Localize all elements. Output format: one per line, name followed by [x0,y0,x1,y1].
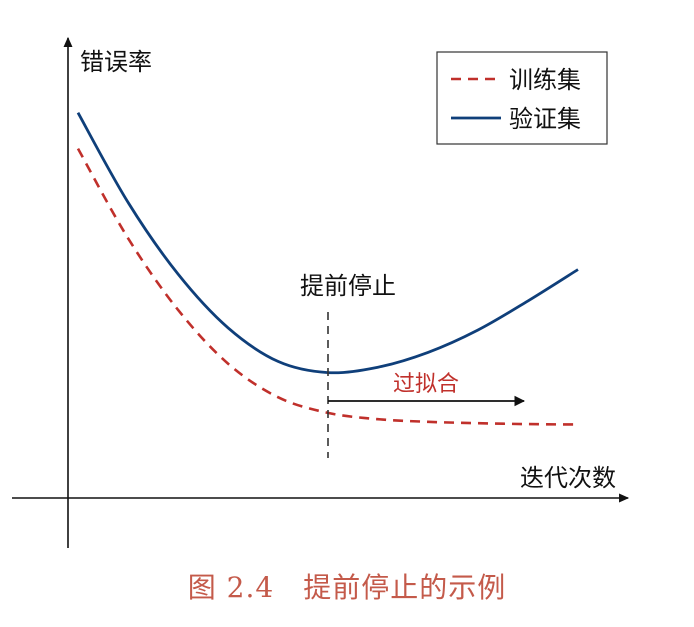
early-stop-label: 提前停止 [300,272,396,300]
series-line-train [76,147,579,426]
legend-box [436,51,608,145]
legend-label-validation: 验证集 [509,105,581,133]
legend-label-train: 训练集 [509,66,581,94]
figure-caption: 图 2.4 提前停止的示例 [187,571,507,604]
series-line-validation [76,112,579,375]
y-axis-label: 错误率 [80,48,152,76]
x-axis-label: 迭代次数 [520,464,616,492]
overfit-label: 过拟合 [393,372,459,397]
legend: 训练集 验证集 [436,51,608,145]
